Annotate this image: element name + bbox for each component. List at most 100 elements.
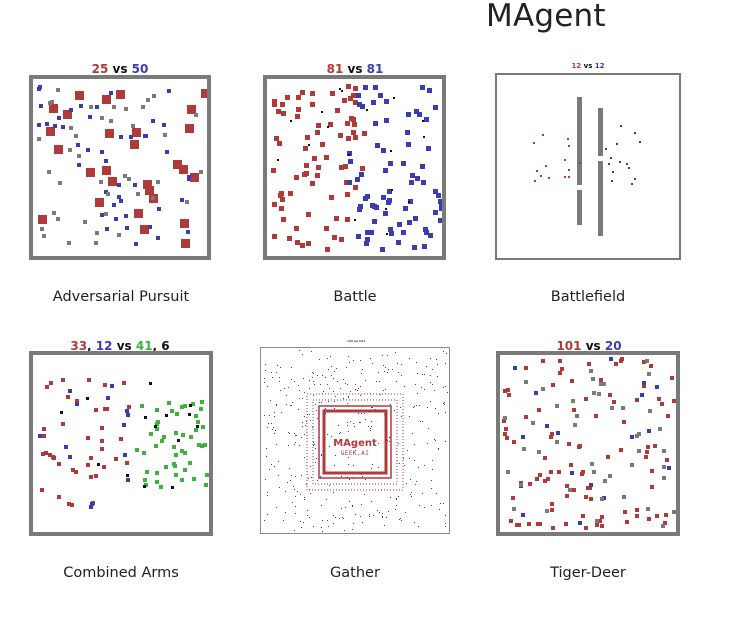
food-agent xyxy=(348,464,349,465)
food-agent xyxy=(322,375,323,376)
food-agent xyxy=(414,406,415,407)
food-agent xyxy=(329,388,330,389)
blue-agent xyxy=(371,100,376,105)
black-agent xyxy=(171,486,174,489)
food-agent xyxy=(437,364,438,365)
score-battle: 81 vs 81 xyxy=(295,62,415,76)
red-agent xyxy=(281,111,286,116)
food-agent xyxy=(268,423,269,424)
prey-agent xyxy=(186,230,190,234)
deer-agent xyxy=(564,522,568,526)
food-agent xyxy=(335,455,336,456)
prey-agent xyxy=(157,207,161,211)
red-agent xyxy=(296,95,301,100)
deer-agent xyxy=(503,432,507,436)
food-agent xyxy=(360,360,361,361)
food-agent xyxy=(313,373,314,374)
obstacle-cell xyxy=(42,234,46,238)
blue-agent xyxy=(378,93,383,98)
food-agent xyxy=(301,527,302,528)
green-agent xyxy=(174,473,178,477)
blue-agent xyxy=(357,102,362,107)
deer-agent xyxy=(551,383,555,387)
food-agent xyxy=(362,476,363,477)
score-adversarial-pursuit: 25 vs 50 xyxy=(60,62,180,76)
food-agent xyxy=(435,408,436,409)
obstacle-cell xyxy=(590,462,594,466)
food-agent xyxy=(420,421,421,422)
caption-combined-arms: Combined Arms xyxy=(63,565,179,581)
food-agent xyxy=(313,442,314,443)
food-agent xyxy=(294,489,295,490)
food-agent xyxy=(321,455,322,456)
red-agent xyxy=(330,91,335,96)
food-agent xyxy=(361,504,362,505)
prey-agent xyxy=(109,91,113,95)
predator-agent xyxy=(63,110,72,119)
red-agent xyxy=(294,226,299,231)
food-agent xyxy=(360,395,361,396)
caption-battlefield: Battlefield xyxy=(550,289,626,305)
predator-agent xyxy=(49,104,58,113)
red-agent xyxy=(300,243,305,248)
food-agent xyxy=(302,398,303,399)
food-agent xyxy=(280,390,281,391)
food-agent xyxy=(347,425,348,426)
predator-agent xyxy=(102,95,111,104)
food-agent xyxy=(348,396,349,397)
blue-agent xyxy=(122,423,126,427)
prey-agent xyxy=(76,143,80,147)
food-agent xyxy=(264,520,265,521)
food-agent xyxy=(424,374,425,375)
obstacle-cell xyxy=(662,476,666,480)
prey-agent xyxy=(165,150,169,154)
food-agent xyxy=(378,372,379,373)
blue-agent xyxy=(619,161,621,163)
blue-agent xyxy=(410,173,415,178)
obstacle-cell xyxy=(622,495,626,499)
food-agent xyxy=(299,445,300,446)
score-red: 25 xyxy=(91,62,109,76)
red-agent xyxy=(51,455,55,459)
black-agent xyxy=(143,485,146,488)
food-agent xyxy=(285,512,286,513)
food-agent xyxy=(300,494,301,495)
food-agent xyxy=(329,446,330,447)
blue-agent xyxy=(631,183,633,185)
blue-agent xyxy=(433,105,438,110)
red-agent xyxy=(114,457,118,461)
blue-agent xyxy=(381,195,386,200)
red-agent xyxy=(568,145,570,147)
blue-agent xyxy=(438,199,442,204)
food-agent xyxy=(403,458,404,459)
tiger-agent xyxy=(609,357,613,361)
deer-agent xyxy=(672,399,676,403)
food-agent xyxy=(276,405,277,406)
blue-agent xyxy=(406,112,411,117)
attack-mark xyxy=(339,88,341,90)
red-agent xyxy=(304,171,309,176)
food-agent xyxy=(410,479,411,480)
red-agent xyxy=(351,130,356,135)
attack-mark xyxy=(348,154,350,156)
food-agent xyxy=(307,515,308,516)
food-agent xyxy=(296,435,297,436)
deer-agent xyxy=(608,393,612,397)
food-agent xyxy=(380,394,381,395)
red-agent xyxy=(315,130,320,135)
food-agent xyxy=(276,507,277,508)
obstacle-cell xyxy=(662,449,666,453)
blue-agent xyxy=(357,207,362,212)
score-vs: vs xyxy=(112,62,128,76)
deer-agent xyxy=(635,508,639,512)
blue-agent xyxy=(38,434,42,438)
food-agent xyxy=(322,531,323,532)
food-agent xyxy=(359,422,360,423)
blue-agent xyxy=(90,502,94,506)
blue-agent xyxy=(423,227,428,232)
predator-agent xyxy=(173,160,182,169)
deer-agent xyxy=(666,414,670,418)
green-agent xyxy=(162,435,166,439)
obstacle-cell xyxy=(123,174,127,178)
food-agent xyxy=(300,521,301,522)
